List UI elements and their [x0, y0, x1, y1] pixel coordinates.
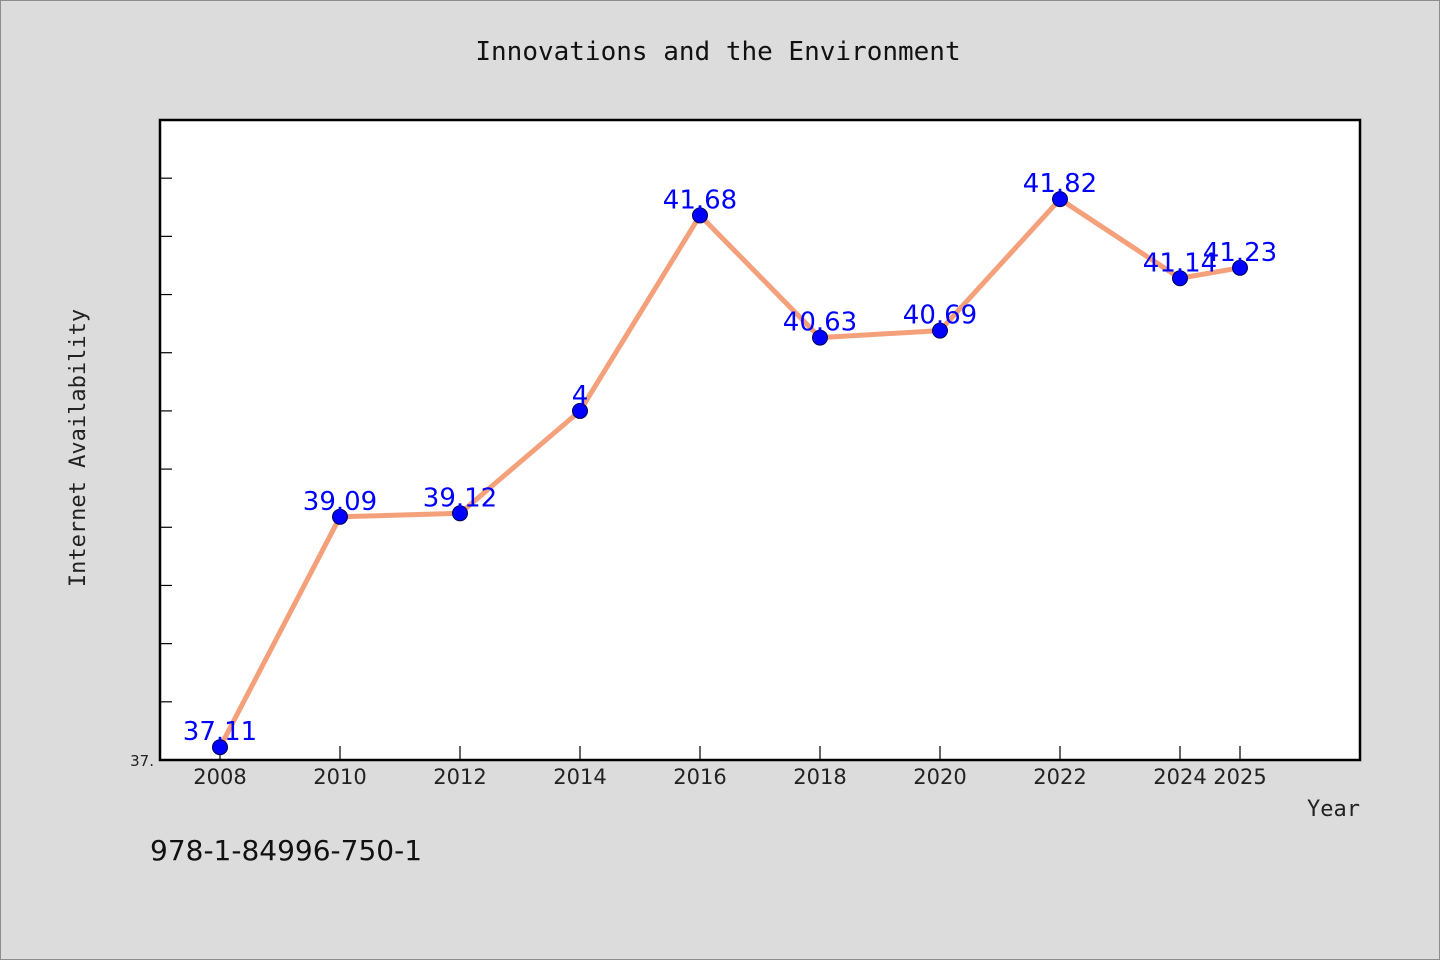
data-label: 4	[572, 381, 589, 411]
series-line	[217, 196, 1243, 750]
x-tick-label: 2025	[1213, 765, 1266, 789]
data-point	[452, 505, 468, 522]
data-label: 41.14	[1143, 248, 1217, 278]
data-point	[932, 322, 948, 339]
x-tick-label: 2012	[433, 765, 486, 789]
x-axis: 2008 2010 2012 2014 2016 2018 2020 2022 2024 2025	[193, 746, 1267, 789]
x-tick-label: 2024	[1153, 765, 1206, 789]
y-axis: 37.	[130, 119, 172, 770]
data-point	[1172, 270, 1188, 287]
data-label: 39.09	[303, 487, 377, 517]
chart-title: Innovations and the Environment	[475, 37, 960, 67]
data-label: 37.11	[183, 717, 257, 747]
data-label: 40.63	[783, 308, 857, 338]
data-markers	[212, 191, 1248, 756]
data-point	[812, 329, 828, 346]
data-point	[332, 508, 348, 525]
y-tick-label: 37.	[130, 752, 154, 770]
data-label: 41.82	[1023, 169, 1097, 199]
data-label: 41.23	[1203, 238, 1277, 268]
x-tick-label: 2008	[193, 765, 246, 789]
data-point	[1052, 191, 1068, 208]
isbn-identifier: 978-1-84996-750-1	[150, 834, 423, 867]
data-label: 40.69	[903, 301, 977, 331]
x-tick-label: 2020	[913, 765, 966, 789]
data-label: 41.68	[663, 185, 737, 215]
plot-area	[158, 118, 1362, 762]
data-point	[212, 739, 228, 756]
data-labels: 37.11 39.09 39.12 4 41.68 40.63 40.69 41.82 41.1…	[183, 169, 1277, 747]
x-tick-label: 2014	[553, 765, 606, 789]
x-tick-label: 2018	[793, 765, 846, 789]
data-point	[692, 207, 708, 224]
data-point	[572, 402, 588, 419]
data-point	[1232, 259, 1248, 276]
y-axis-label: Internet Availability	[66, 309, 91, 587]
x-tick-label: 2022	[1033, 765, 1086, 789]
x-axis-label: Year	[1307, 797, 1360, 822]
x-tick-label: 2010	[313, 765, 366, 789]
data-label: 39.12	[423, 483, 497, 513]
x-tick-label: 2016	[673, 765, 726, 789]
